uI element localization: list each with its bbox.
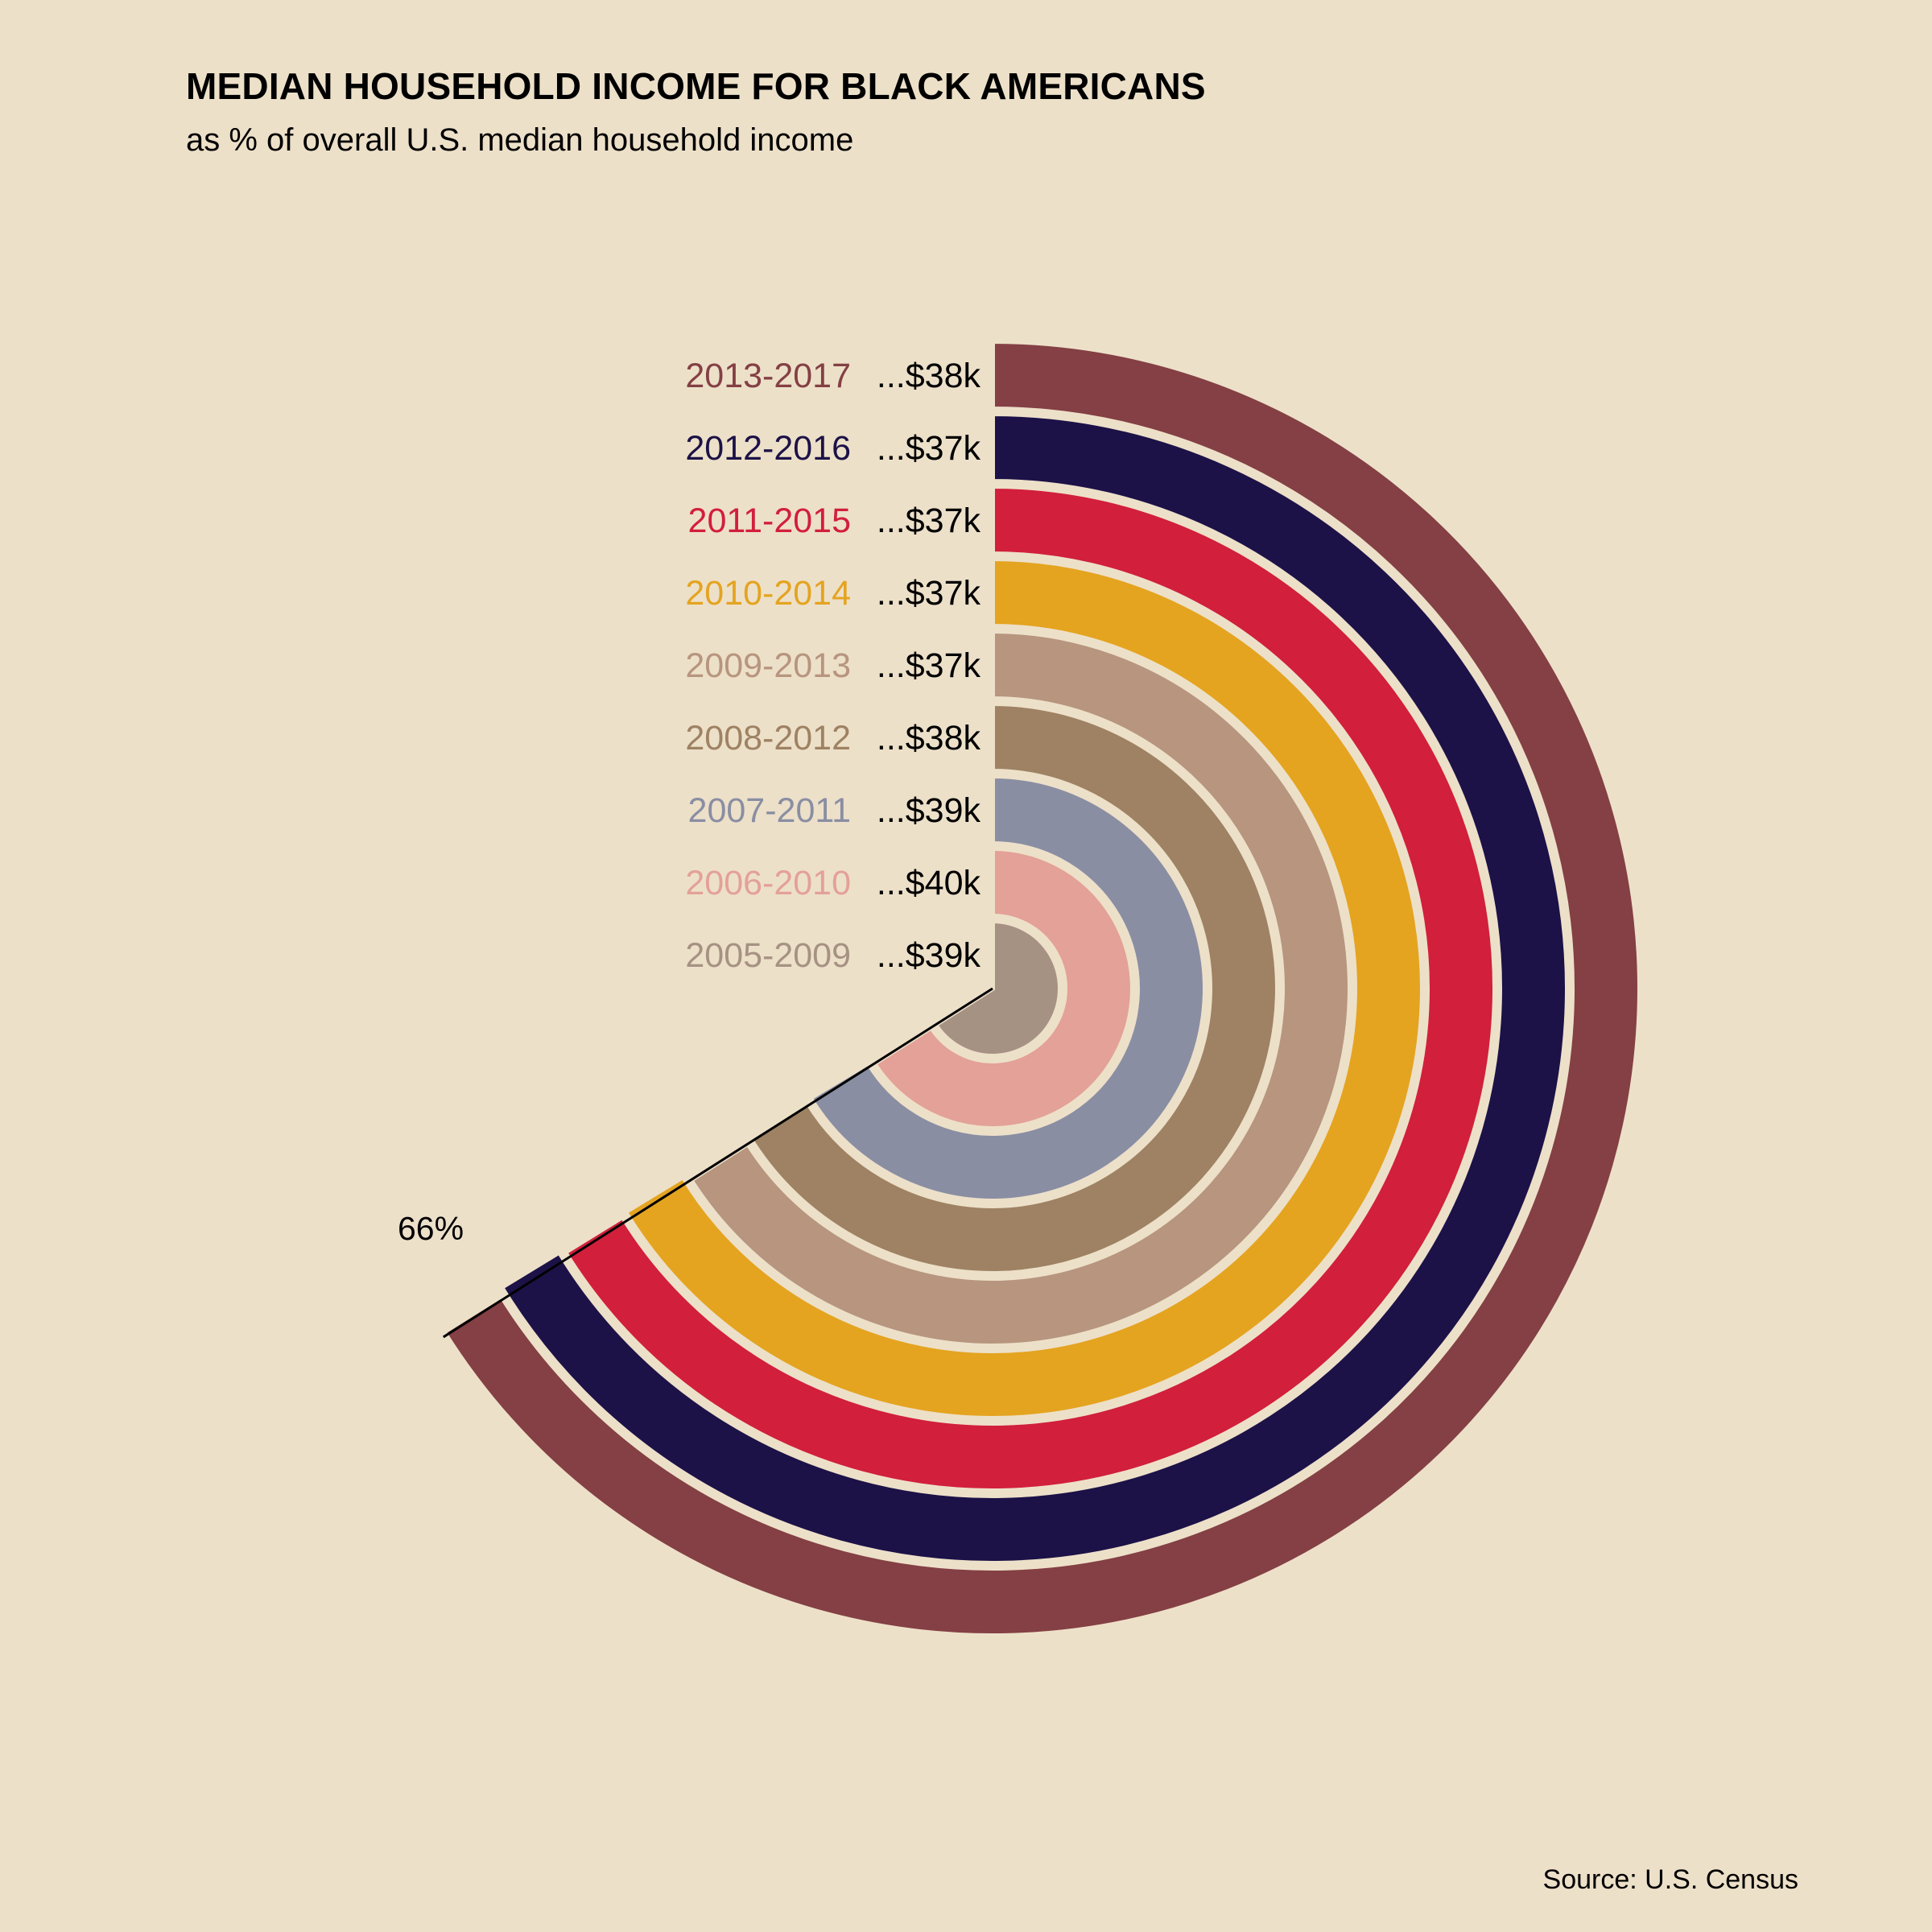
source-note: Source: U.S. Census (1542, 1864, 1798, 1895)
value-label: ...$39k (877, 791, 981, 830)
reference-line (442, 987, 993, 1339)
arc-2007-2011 (807, 773, 1208, 1203)
value-label: ...$37k (877, 502, 981, 540)
arc-2008-2012 (746, 700, 1280, 1276)
value-label: ...$38k (877, 357, 981, 395)
value-label: ...$40k (877, 864, 981, 902)
arc-2010-2014 (621, 555, 1425, 1421)
value-label: ...$37k (877, 429, 981, 468)
reference-label: 66% (398, 1210, 464, 1247)
period-label: 2013-2017 (685, 357, 851, 395)
chart-arcs (440, 338, 1642, 1638)
value-label: ...$39k (877, 936, 981, 975)
period-label: 2008-2012 (685, 719, 851, 758)
period-label: 2012-2016 (685, 429, 851, 468)
arc-2009-2013 (687, 628, 1352, 1348)
chart-labels: 2005-2009 ...$39k 2006-2010 ...$40k 2007-201… (685, 357, 980, 975)
chart-title: MEDIAN HOUSEHOLD INCOME FOR BLACK AMERIC… (186, 65, 1206, 107)
value-label: ...$37k (877, 574, 981, 613)
arc-2005-2009 (931, 918, 1063, 1059)
period-label: 2007-2011 (688, 791, 851, 830)
period-label: 2009-2013 (685, 646, 851, 685)
chart-subtitle: as % of overall U.S. median household in… (186, 122, 854, 158)
arc-2006-2010 (870, 845, 1136, 1131)
value-label: ...$38k (877, 719, 981, 758)
value-label: ...$37k (877, 646, 981, 685)
arc-2013-2017 (440, 338, 1642, 1638)
period-label: 2010-2014 (685, 574, 851, 613)
period-label: 2005-2009 (685, 936, 851, 975)
arc-2011-2015 (561, 483, 1497, 1493)
period-label: 2011-2015 (688, 502, 851, 540)
period-label: 2006-2010 (685, 864, 851, 902)
arc-2012-2016 (497, 411, 1570, 1566)
